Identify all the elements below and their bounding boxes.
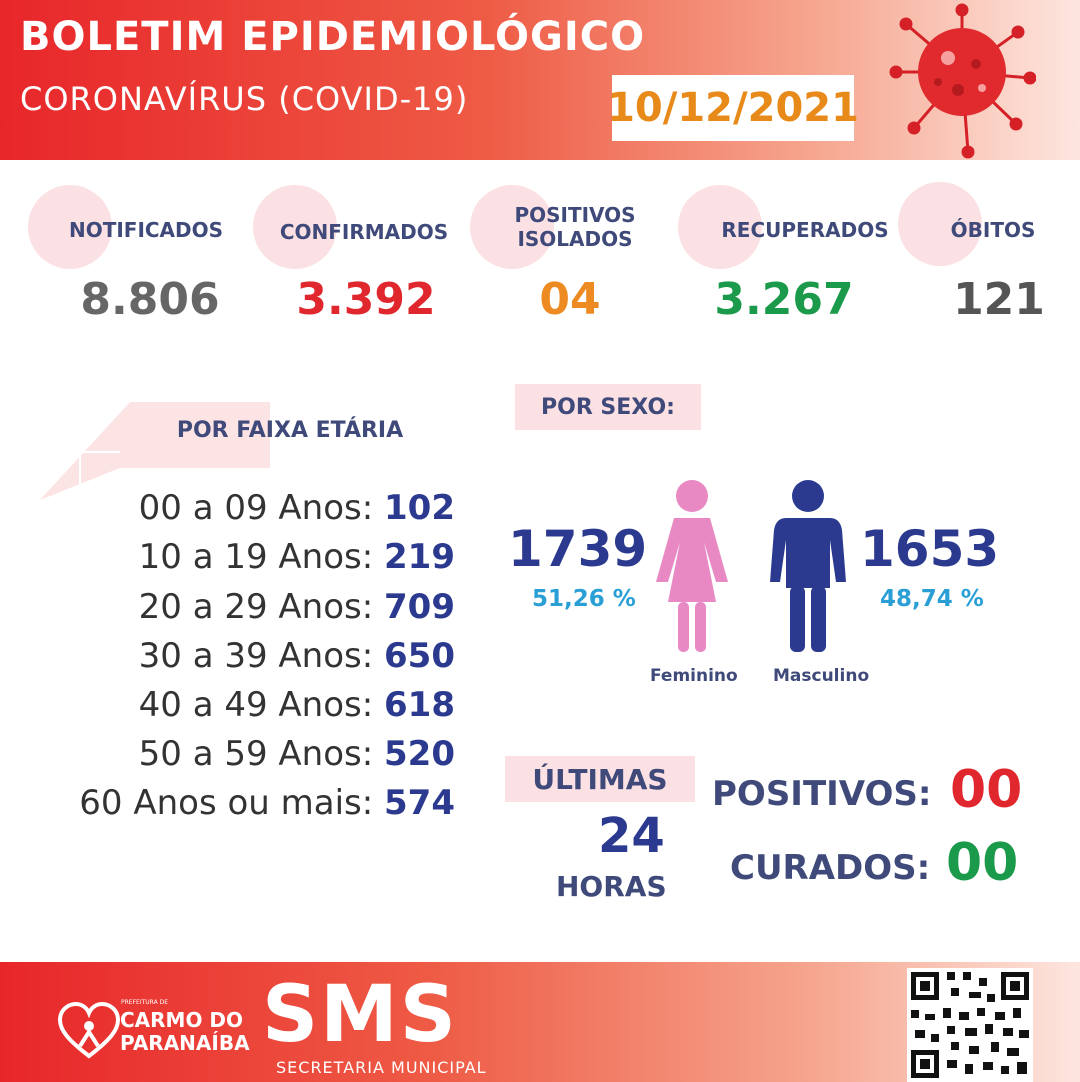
- city-name-line1: CARMO DO: [120, 1008, 244, 1032]
- age-range-label: 40 a 49 Anos:: [138, 685, 374, 725]
- age-range-value: 650: [384, 636, 455, 676]
- male-label: Masculino: [773, 666, 870, 686]
- last24-hours-number: 24: [598, 808, 665, 864]
- stat-bubble: [678, 185, 762, 269]
- header-banner: [0, 0, 1080, 160]
- positivos-24h-value: 00: [950, 760, 1023, 820]
- male-figure-icon: [770, 480, 846, 652]
- positivos-isolados-label-line1: POSITIVOS: [514, 203, 636, 227]
- city-name-line2: PARANAÍBA: [120, 1031, 250, 1055]
- age-row: 30 a 39 Anos: 650: [139, 635, 455, 677]
- female-figure-icon: [656, 480, 728, 652]
- virus-icon: [889, 3, 1036, 159]
- age-row: 00 a 09 Anos: 102: [139, 487, 455, 529]
- prefeitura-small-text: PREFEITURA DE: [121, 999, 168, 1006]
- age-row: 60 Anos ou mais: 574: [79, 782, 455, 824]
- qr-code-icon: [907, 968, 1033, 1082]
- female-percent: 51,26 %: [532, 586, 636, 612]
- age-row: 20 a 29 Anos: 709: [139, 586, 455, 628]
- positivos-isolados-label-line2: ISOLADOS: [517, 227, 633, 251]
- age-range-label: 60 Anos ou mais:: [79, 783, 374, 823]
- stat-bubble: [470, 185, 554, 269]
- age-range-label: 20 a 29 Anos:: [138, 587, 374, 627]
- age-range-value: 102: [384, 488, 455, 528]
- age-range-value: 709: [384, 587, 455, 627]
- last24-heading-box: ÚLTIMAS: [505, 756, 695, 802]
- positivos-24h-label: POSITIVOS:: [712, 774, 932, 814]
- age-range-value: 520: [384, 734, 455, 774]
- age-heading: POR FAIXA ETÁRIA: [176, 418, 404, 443]
- age-row: 10 a 19 Anos: 219: [139, 536, 455, 578]
- sex-heading: POR SEXO:: [541, 394, 675, 420]
- date-box: 10/12/2021: [607, 75, 859, 141]
- footer-banner: [0, 962, 1080, 1082]
- curados-24h-value: 00: [946, 833, 1019, 893]
- age-row: 40 a 49 Anos: 618: [139, 684, 455, 726]
- sex-heading-box: POR SEXO:: [515, 384, 701, 430]
- bulletin-date: 10/12/2021: [607, 85, 859, 131]
- last24-line3: HORAS: [556, 870, 667, 903]
- age-range-value: 574: [384, 783, 455, 823]
- age-range-label: 50 a 59 Anos:: [138, 734, 374, 774]
- obitos-label: ÓBITOS: [950, 218, 1036, 242]
- age-banner-shape: [40, 402, 270, 500]
- male-count: 1653: [860, 520, 1000, 578]
- bulletin-title: BOLETIM EPIDEMIOLÓGICO: [20, 14, 646, 60]
- heart-logo-icon: [58, 1002, 120, 1059]
- age-row: 50 a 59 Anos: 520: [139, 733, 455, 775]
- sms-logo: SMS: [262, 970, 458, 1060]
- sms-subtitle: SECRETARIA MUNICIPAL: [276, 1058, 487, 1077]
- stat-bubble: [253, 185, 337, 269]
- female-label: Feminino: [650, 666, 738, 686]
- recuperados-label: RECUPERADOS: [721, 218, 889, 242]
- stat-bubble: [898, 182, 982, 266]
- age-range-label: 00 a 09 Anos:: [138, 488, 374, 528]
- notificados-value: 8.806: [80, 274, 220, 325]
- bulletin-subtitle: CORONAVÍRUS (COVID-19): [20, 80, 469, 118]
- recuperados-value: 3.267: [714, 274, 854, 325]
- female-count: 1739: [508, 520, 648, 578]
- positivos-isolados-value: 04: [539, 274, 601, 325]
- age-range-value: 618: [384, 685, 455, 725]
- confirmados-label: CONFIRMADOS: [279, 220, 449, 244]
- last24-line1: ÚLTIMAS: [532, 762, 668, 796]
- confirmados-value: 3.392: [296, 274, 436, 325]
- curados-24h-label: CURADOS:: [730, 848, 931, 888]
- stat-bubble: [28, 185, 112, 269]
- age-range-label: 10 a 19 Anos:: [138, 537, 374, 577]
- obitos-value: 121: [953, 274, 1045, 325]
- male-percent: 48,74 %: [880, 586, 984, 612]
- age-range-label: 30 a 39 Anos:: [138, 636, 374, 676]
- age-range-value: 219: [384, 537, 455, 577]
- notificados-label: NOTIFICADOS: [68, 218, 224, 242]
